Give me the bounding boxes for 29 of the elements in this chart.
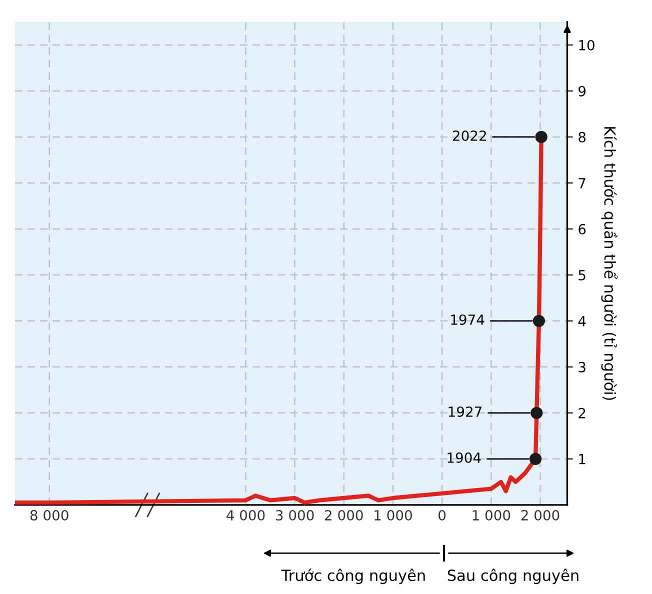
point <box>535 130 548 144</box>
x-tick-label: 2 000 <box>521 510 560 521</box>
text: Sau công nguyên <box>448 568 578 584</box>
point <box>532 314 546 328</box>
y-tick-label: 9 <box>578 86 586 96</box>
x-tick-label: 0 <box>438 510 446 521</box>
y-tick-label: 1 <box>579 454 586 464</box>
y-tick-label: 6 <box>578 224 586 234</box>
y-tick-label: 10 <box>579 40 594 50</box>
y-tick-label: 3 <box>578 362 586 372</box>
point <box>529 452 542 465</box>
annotation: 1927 <box>448 406 482 417</box>
x-tick-label: 8 000 <box>30 510 68 521</box>
annotation: 2022 <box>452 130 486 141</box>
x-tick-label: 2 000 <box>325 510 363 521</box>
x-tick-label: 1 000 <box>472 510 510 521</box>
x-tick-label: 3 000 <box>276 510 314 521</box>
x-tick-label: 1 000 <box>374 510 412 521</box>
y-tick-label: 2 <box>578 408 586 418</box>
x-tick-label: 4 000 <box>226 510 265 521</box>
point <box>530 406 543 419</box>
y-tick-label: 5 <box>578 270 586 280</box>
y-tick-label: 4 <box>578 316 586 326</box>
y-tick-label: 8 <box>578 132 586 142</box>
y-tick-label: 7 <box>578 178 586 188</box>
text: Trước công nguyên <box>281 568 425 584</box>
annotation: 1904 <box>448 452 481 463</box>
annotation: 1974 <box>451 314 484 325</box>
y-axis-title: Kích thước quần thể người (tỉ người) <box>601 127 618 400</box>
